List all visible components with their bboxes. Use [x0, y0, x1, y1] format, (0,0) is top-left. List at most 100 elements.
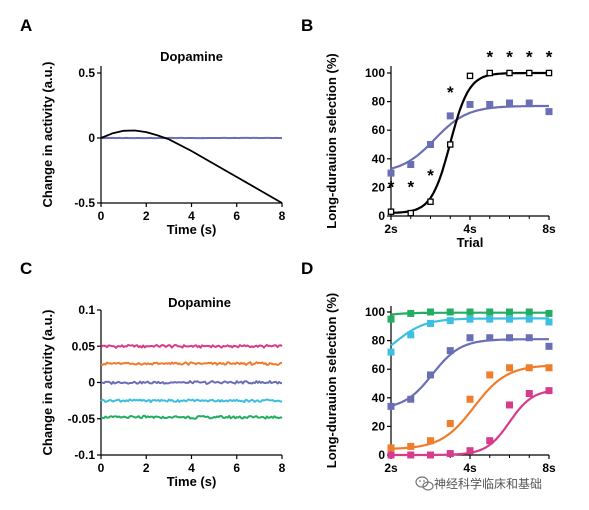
data-point-black	[506, 69, 513, 77]
data-point-4	[387, 451, 395, 459]
significance-star: *	[486, 47, 493, 66]
significance-star: *	[407, 178, 414, 197]
series-line-2	[100, 380, 283, 385]
data-point-black	[545, 69, 553, 77]
data-point-blue	[525, 99, 533, 107]
y-tick-label: 0	[378, 209, 385, 223]
x-tick-label: 4s	[463, 222, 477, 236]
y-axis-label: Change in activity (a.u.)	[40, 62, 55, 208]
chart-title: Dopamine	[160, 49, 223, 64]
data-point-blue	[446, 112, 454, 120]
significance-star: *	[526, 47, 533, 66]
significance-star: *	[388, 178, 395, 197]
series-line-4	[100, 414, 283, 420]
data-point-2	[427, 371, 434, 379]
data-point-4	[506, 401, 513, 409]
data-point-0	[407, 309, 415, 317]
y-tick-label: 100	[365, 66, 385, 80]
x-axis-label: Time (s)	[167, 474, 217, 489]
data-point-0	[387, 315, 395, 323]
chart-title: Dopamine	[168, 295, 231, 310]
significance-star: *	[427, 166, 434, 185]
fit-curve-blue	[390, 104, 550, 170]
watermark-text: 神经科学临床和基础	[434, 476, 542, 491]
y-tick-label: 80	[372, 334, 386, 348]
y-tick-label: 0.5	[78, 66, 95, 80]
data-point-3	[466, 395, 474, 403]
significance-star: *	[546, 47, 553, 66]
series-line-0	[100, 343, 283, 349]
data-point-black	[526, 69, 533, 77]
data-point-2	[545, 342, 553, 350]
x-tick-label: 0	[98, 461, 105, 475]
x-tick-label: 6	[233, 461, 240, 475]
series-line-3	[100, 398, 283, 404]
data-point-4	[545, 387, 553, 395]
data-point-2	[486, 334, 494, 342]
data-point-1	[506, 315, 513, 323]
data-point-4	[407, 451, 415, 459]
data-point-2	[506, 334, 513, 342]
data-point-blue	[387, 169, 395, 177]
significance-star: *	[447, 83, 454, 102]
data-point-4	[427, 451, 434, 459]
data-point-4	[525, 390, 533, 398]
data-point-1	[387, 348, 395, 356]
panel-letter-b: B	[301, 16, 313, 35]
y-axis-label: Long-durauion selection (%)	[324, 293, 339, 469]
data-point-4	[466, 447, 474, 455]
data-point-1	[466, 315, 474, 323]
data-point-3	[486, 371, 494, 379]
series-line-black	[100, 129, 283, 204]
data-point-3	[545, 364, 553, 372]
x-tick-label: 4s	[463, 461, 477, 475]
data-point-blue	[545, 108, 553, 116]
data-point-black	[446, 141, 454, 148]
y-axis-label: Change in activity (a.u.)	[40, 310, 55, 456]
x-tick-label: 2s	[384, 222, 398, 236]
data-point-blue	[427, 141, 434, 148]
data-point-black	[387, 208, 395, 215]
y-axis-label: Long-durauion selection (%)	[324, 53, 339, 229]
y-tick-label: 0	[88, 131, 95, 145]
data-point-2	[525, 334, 533, 342]
data-point-2	[387, 402, 395, 410]
panel-d-chart: 0 20 40 60 80 100 2s 4s 8s Long-durauion selectio…	[324, 293, 556, 475]
wechat-icon	[415, 476, 434, 491]
panel-letter-d: D	[301, 259, 313, 278]
watermark: 神经科学临床和基础	[415, 476, 542, 491]
panel-letter-a: A	[20, 16, 32, 35]
y-tick-label: 0	[88, 376, 95, 390]
series-line-1	[101, 361, 283, 366]
y-tick-label: 80	[372, 95, 386, 109]
data-point-3	[525, 364, 533, 372]
x-tick-label: 4	[188, 461, 195, 475]
y-tick-label: 100	[365, 305, 385, 319]
data-point-1	[545, 318, 553, 326]
panel-letter-c: C	[20, 259, 32, 278]
y-tick-label: 0.05	[72, 339, 96, 353]
y-tick-label: 20	[372, 419, 386, 433]
y-tick-label: 0.1	[78, 303, 95, 317]
fit-curve-3	[390, 364, 550, 450]
x-tick-label: 8	[279, 209, 286, 223]
data-point-4	[486, 437, 494, 445]
data-point-blue	[486, 100, 494, 108]
data-point-blue	[466, 100, 474, 108]
data-point-0	[427, 308, 434, 316]
data-point-0	[486, 308, 494, 316]
data-point-0	[466, 308, 474, 316]
data-point-3	[407, 442, 415, 450]
data-point-3	[427, 437, 434, 445]
data-point-blue	[506, 99, 513, 107]
data-point-blue	[407, 161, 415, 169]
data-point-1	[446, 317, 454, 325]
x-tick-label: 8	[279, 461, 286, 475]
data-point-black	[466, 72, 474, 80]
y-tick-label: 40	[372, 152, 386, 166]
data-point-0	[525, 308, 533, 316]
y-tick-label: 60	[372, 123, 386, 137]
data-point-4	[446, 450, 454, 458]
y-tick-label: 40	[372, 391, 386, 405]
